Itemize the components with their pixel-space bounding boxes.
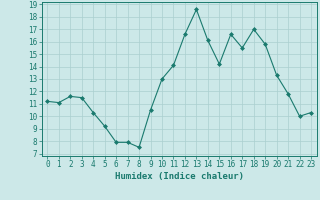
X-axis label: Humidex (Indice chaleur): Humidex (Indice chaleur) — [115, 172, 244, 181]
